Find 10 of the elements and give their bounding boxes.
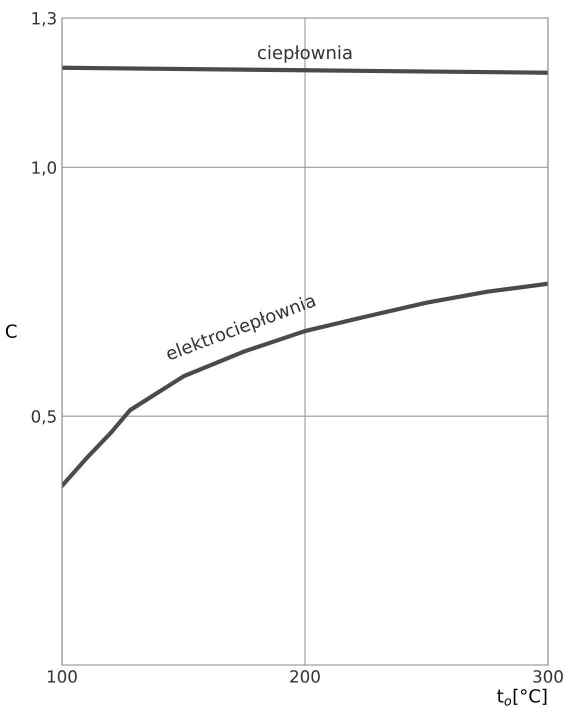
line-series: [62, 282, 548, 488]
y-axis-title: C: [6, 324, 17, 338]
x-tick-label: 100: [48, 670, 77, 683]
x-tick-label: 200: [290, 670, 320, 683]
series-label: ciepłownia: [258, 45, 352, 63]
y-tick-label: 0,5: [32, 410, 56, 424]
x-tick-label: 300: [533, 670, 563, 683]
y-tick-label: 1,3: [32, 12, 56, 26]
y-tick-label: 1,0: [32, 161, 56, 176]
x-axis-title: t$_{o}$[°C]: [497, 688, 546, 706]
